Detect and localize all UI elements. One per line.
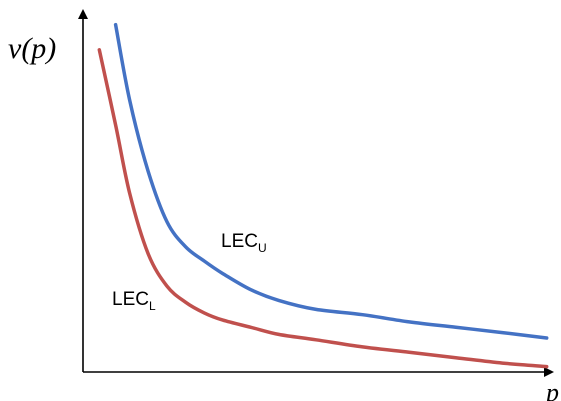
series-lec-u: LECU: [113, 22, 549, 340]
series-lec-l-label-main: LEC: [112, 289, 149, 310]
x-axis-label: p: [544, 378, 559, 401]
series-lec-l: LECL: [97, 48, 549, 369]
series-lec-u-label-main: LEC: [221, 231, 258, 252]
series-lec-l-label: LECL: [112, 289, 156, 313]
series-lec-u-line: [113, 22, 549, 340]
series-lec-u-label-sub: U: [258, 241, 267, 255]
series-lec-l-line: [97, 48, 549, 369]
series-lec-l-label-sub: L: [149, 299, 156, 313]
series-lec-u-label: LECU: [221, 231, 267, 255]
y-axis-label: v(p): [8, 32, 56, 65]
